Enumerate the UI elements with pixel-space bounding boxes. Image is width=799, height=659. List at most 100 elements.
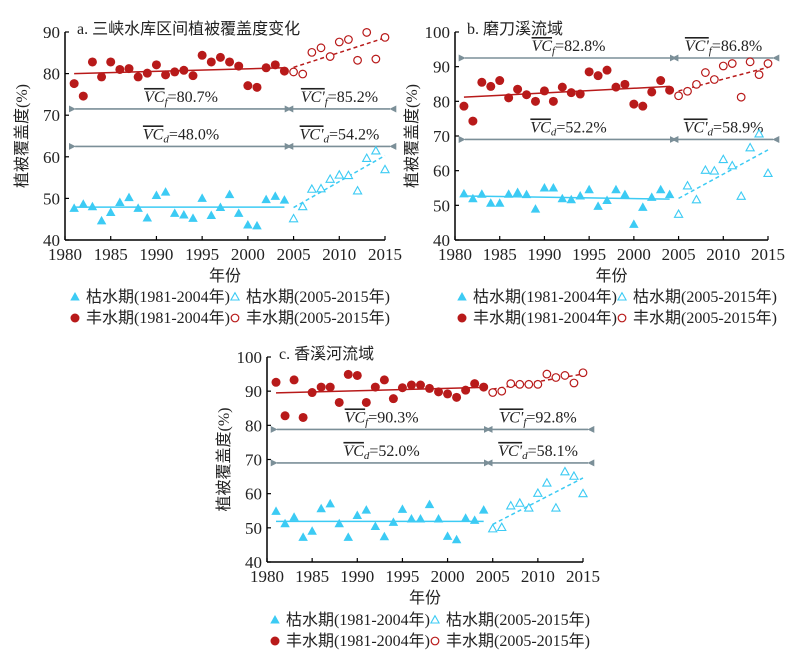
x-tick-label: 1995 xyxy=(385,567,419,586)
y-tick-label: 90 xyxy=(433,58,450,77)
mean-value: =58.9% xyxy=(713,119,763,136)
data-point-wet-before xyxy=(298,412,308,422)
data-point-wet-after xyxy=(497,386,507,396)
mean-value: =54.2% xyxy=(329,126,379,143)
data-point-dry-before xyxy=(215,202,226,212)
data-point-wet-after xyxy=(560,371,570,380)
x-axis-label: 年份 xyxy=(409,589,441,607)
legend-marker xyxy=(617,313,627,323)
legend-label: 枯水期(2005-2015年) xyxy=(246,288,390,306)
data-point-dry-before xyxy=(270,191,281,200)
data-point-dry-before xyxy=(206,210,217,219)
x-tick-label: 1980 xyxy=(438,245,472,264)
data-point-wet-after xyxy=(727,59,737,68)
y-tick-label: 80 xyxy=(433,92,450,111)
y-axis-label: 植被覆盖度(%) xyxy=(13,84,31,188)
data-point-dry-after xyxy=(352,185,363,195)
data-point-wet-before xyxy=(316,382,326,392)
data-point-dry-before xyxy=(298,532,308,541)
data-point-wet-before xyxy=(280,411,290,421)
mean-value: =52.0% xyxy=(369,443,419,460)
data-point-dry-before xyxy=(388,517,399,526)
data-point-wet-before xyxy=(206,57,216,67)
data-point-dry-before xyxy=(370,521,381,530)
x-axis-label: 年份 xyxy=(209,267,241,285)
mean-symbol: VC' xyxy=(301,89,325,106)
data-point-wet-after xyxy=(380,33,390,42)
data-point-wet-before xyxy=(557,82,567,92)
data-point-wet-after xyxy=(683,86,692,96)
data-point-wet-before xyxy=(486,81,496,91)
data-point-dry-after xyxy=(297,201,308,211)
data-point-dry-after xyxy=(754,128,765,138)
data-point-dry-before xyxy=(424,499,435,509)
legend-marker xyxy=(70,313,80,323)
data-point-dry-after xyxy=(288,213,299,223)
data-point-dry-before xyxy=(548,183,559,192)
series-wet-after xyxy=(289,28,390,79)
data-point-dry-before xyxy=(611,184,621,194)
data-point-wet-before xyxy=(352,370,362,380)
legend-label: 丰水期(1981-2004年) xyxy=(473,309,617,327)
mean-symbol: VC' xyxy=(499,409,523,426)
data-point-dry-after xyxy=(496,522,507,532)
legend-label: 丰水期(2005-2015年) xyxy=(246,309,390,327)
data-point-dry-before xyxy=(343,532,354,541)
y-tick-label: 50 xyxy=(245,519,262,538)
data-point-dry-before xyxy=(69,203,79,212)
mean-subscript: f xyxy=(523,416,528,428)
wet-before-mean-label: VCf=82.8% xyxy=(532,38,606,57)
data-point-wet-before xyxy=(97,72,107,82)
trend-line-wet-before xyxy=(74,67,285,75)
data-point-dry-after xyxy=(379,164,391,174)
data-point-wet-before xyxy=(443,389,453,399)
data-point-wet-before xyxy=(133,72,143,82)
data-point-wet-after xyxy=(362,28,372,37)
data-point-dry-after xyxy=(700,164,711,174)
series-wet-after xyxy=(674,57,773,102)
legend-item-wet-after: 丰水期(2005-2015年) xyxy=(617,309,777,327)
data-point-wet-before xyxy=(620,79,630,89)
data-point-dry-before xyxy=(261,194,271,204)
x-tick-label: 1980 xyxy=(48,245,82,264)
data-point-wet-before xyxy=(325,382,335,392)
mean-symbol: VC' xyxy=(300,126,324,143)
data-point-dry-before xyxy=(593,201,603,210)
trend-line-wet-after xyxy=(293,37,386,69)
data-point-wet-after xyxy=(763,59,773,68)
legend-item-wet-before: 丰水期(1981-2004年) xyxy=(70,309,230,327)
data-point-dry-after xyxy=(487,523,498,533)
legend-label: 枯水期(2005-2015年) xyxy=(633,288,777,306)
x-tick-label: 2000 xyxy=(431,567,465,586)
dry-before-mean-label: VCd=52.0% xyxy=(343,443,419,462)
legend-item-wet-before: 丰水期(1981-2004年) xyxy=(457,309,617,327)
mean-value: =52.2% xyxy=(556,119,606,136)
y-tick-label: 40 xyxy=(433,231,450,250)
data-point-wet-before xyxy=(343,369,353,379)
mean-symbol: VC xyxy=(530,119,551,136)
legend-label: 枯水期(2005-2015年) xyxy=(446,611,590,629)
y-tick-label: 70 xyxy=(245,451,262,470)
data-point-dry-after xyxy=(370,145,381,155)
data-point-wet-after xyxy=(316,43,326,53)
data-point-dry-after xyxy=(523,502,534,512)
mean-subscript: d xyxy=(163,133,169,145)
data-point-wet-before xyxy=(513,84,523,94)
data-point-dry-before xyxy=(442,531,453,540)
x-tick-label: 1990 xyxy=(527,245,561,264)
legend-label: 枯水期(1981-2004年) xyxy=(86,288,230,306)
y-tick-label: 100 xyxy=(425,23,451,42)
data-point-dry-after xyxy=(559,466,570,476)
y-tick-label: 60 xyxy=(433,162,450,181)
wet-after-mean-label: VC'f=92.8% xyxy=(499,409,576,428)
data-point-wet-after xyxy=(692,79,701,89)
data-point-wet-before xyxy=(495,76,505,86)
data-point-wet-after xyxy=(325,52,335,61)
mean-value: =85.2% xyxy=(328,89,378,106)
dry-after-mean-label: VC'd=58.9% xyxy=(684,119,764,138)
x-tick-label: 2015 xyxy=(566,567,600,586)
data-point-dry-before xyxy=(512,187,523,197)
data-point-wet-before xyxy=(504,93,514,103)
wet-after-mean-label: VC'f=85.2% xyxy=(301,89,378,108)
